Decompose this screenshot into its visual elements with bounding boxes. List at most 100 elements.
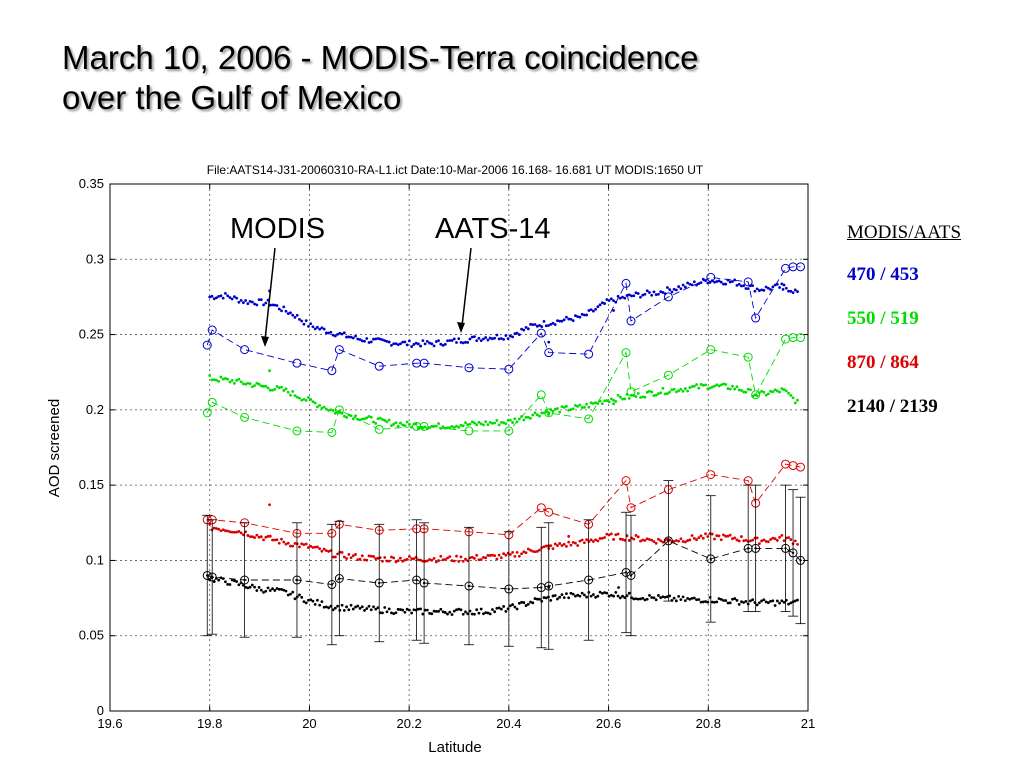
aats-point [459, 608, 463, 612]
aats-point [621, 295, 624, 299]
aats-point [376, 556, 380, 560]
aats-point [706, 535, 710, 538]
aats-point [560, 405, 564, 409]
aats-point [661, 595, 665, 599]
aats-point [248, 300, 252, 303]
aats-point [407, 339, 411, 343]
aats-point [636, 391, 640, 395]
aats-point [387, 340, 391, 344]
modis-point [751, 543, 761, 553]
aats-point [499, 337, 503, 340]
aats-point [495, 557, 499, 561]
aats-point [342, 414, 346, 418]
aats-point [596, 594, 600, 598]
aats-point [399, 608, 402, 611]
aats-point [363, 558, 366, 562]
aats-point [515, 550, 519, 554]
aats-point [515, 607, 519, 611]
aats-point [681, 283, 685, 287]
aats-point [531, 601, 535, 605]
aats-point [262, 591, 265, 594]
aats-point [484, 611, 488, 615]
aats-point [515, 331, 519, 335]
aats-point [580, 312, 584, 316]
aats-point [271, 587, 274, 591]
aats-point [520, 600, 523, 604]
aats-point [735, 385, 739, 389]
aats-point [241, 301, 245, 305]
aats-point [634, 395, 638, 398]
aats-point [475, 339, 479, 342]
aats-point [591, 309, 595, 313]
x-axis-label: Latitude [428, 739, 481, 756]
aats-point [650, 538, 654, 542]
aats-point [340, 551, 344, 554]
aats-point [275, 384, 279, 388]
aats-point [372, 605, 375, 609]
aats-point [648, 538, 651, 541]
aats-point [282, 389, 286, 392]
aats-point [636, 597, 640, 601]
aats-point [744, 390, 748, 394]
aats-point [336, 332, 339, 336]
aats-point [477, 336, 481, 340]
aats-point [713, 537, 716, 541]
aats-point [246, 534, 250, 537]
aats-point [425, 559, 429, 563]
aats-point [309, 398, 313, 401]
modis-point [412, 421, 422, 431]
aats-point [571, 319, 575, 323]
aats-point [560, 544, 564, 547]
aats-point [396, 343, 400, 347]
aats-point [565, 404, 568, 408]
aats-point [307, 598, 310, 602]
aats-point [627, 591, 631, 595]
slide-title: March 10, 2006 - MODIS-Terra coincidence… [62, 38, 922, 118]
aats-point [268, 589, 272, 592]
aats-point [695, 383, 698, 386]
aats-point [266, 586, 270, 590]
aats-point [356, 337, 360, 341]
aats-point [434, 560, 438, 564]
aats-point [508, 604, 512, 608]
aats-point [769, 288, 773, 291]
aats-point [589, 308, 593, 312]
modis-point [663, 536, 673, 546]
aats-point [439, 342, 443, 346]
aats-point [668, 288, 672, 292]
aats-point [360, 417, 364, 421]
modis-point-center [507, 587, 511, 591]
modis-line [206, 337, 801, 433]
aats-point [708, 386, 712, 390]
aats-point [733, 387, 737, 391]
aats-point [787, 602, 790, 606]
modis-point [621, 278, 631, 288]
aats-point [224, 291, 227, 295]
aats-point [544, 410, 548, 414]
aats-point [286, 541, 290, 545]
aats-point [275, 538, 279, 542]
aats-point [733, 536, 737, 540]
aats-point [728, 533, 732, 537]
aats-point [484, 556, 488, 560]
aats-point [722, 282, 725, 286]
aats-point [764, 600, 768, 604]
aats-point [421, 339, 425, 343]
aats-point [450, 559, 454, 563]
modis-series [202, 262, 806, 650]
aats-point [324, 605, 328, 609]
aats-point [587, 405, 591, 409]
aats-point [338, 331, 342, 335]
modis-point-center [667, 539, 670, 543]
aats-point [742, 539, 746, 543]
aats-point [425, 608, 429, 612]
aats-point [556, 319, 559, 323]
aats-point [239, 581, 243, 585]
aats-point [324, 331, 328, 335]
aats-point [632, 394, 636, 397]
aats-point [470, 335, 474, 339]
modis-point-center [587, 578, 590, 582]
aats-point [766, 392, 770, 396]
aats-point [648, 593, 651, 597]
aats-point [513, 605, 517, 609]
